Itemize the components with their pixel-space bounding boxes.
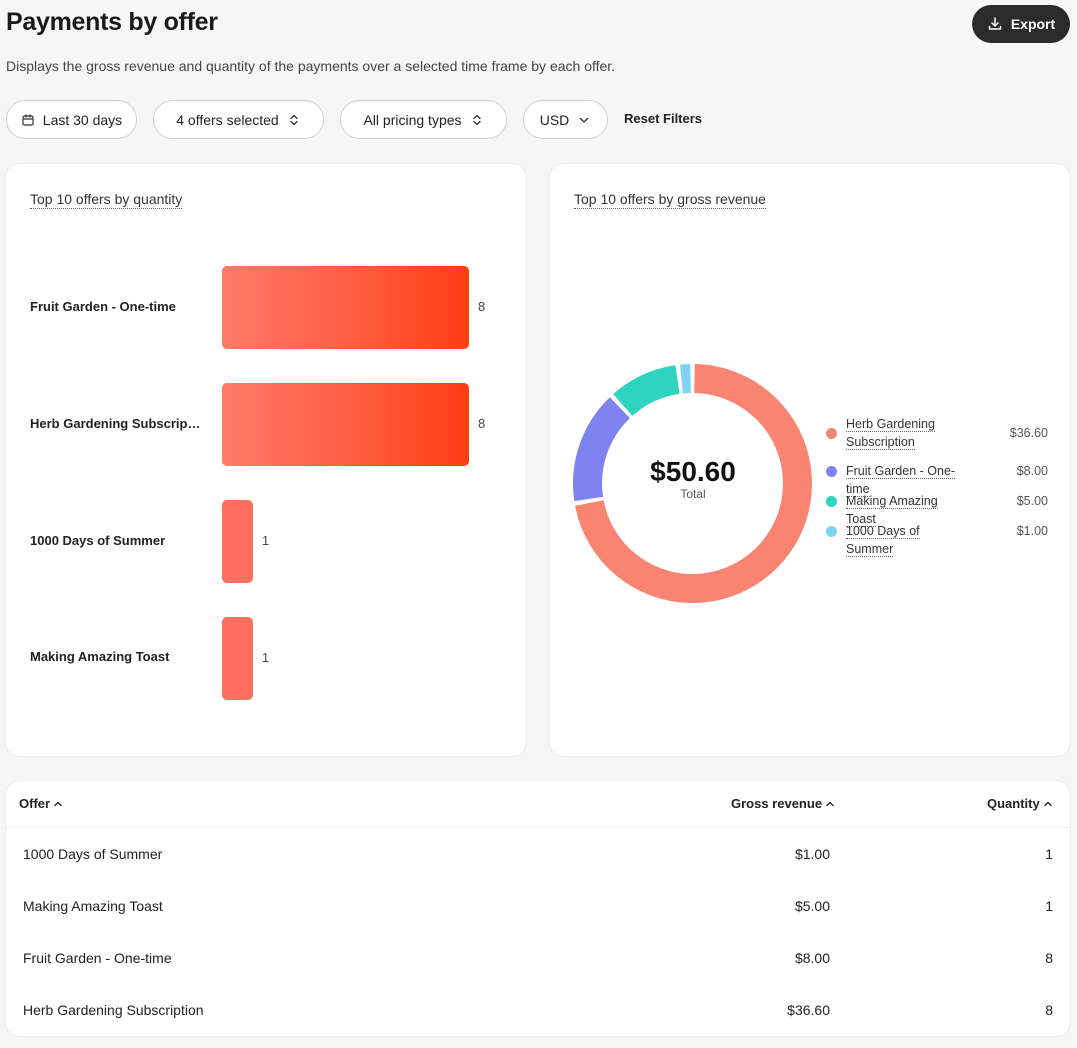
bar-label: Making Amazing Toast (30, 649, 170, 664)
revenue-cell: $1.00 (794, 846, 830, 862)
bar-value: 8 (478, 298, 486, 314)
header-divider (6, 827, 1070, 828)
pricing-type-label: All pricing types (363, 111, 462, 128)
revenue-chart-card: Top 10 offers by gross revenue (550, 164, 1070, 756)
currency-label: USD (539, 111, 570, 128)
offers-filter[interactable]: 4 offers selected (153, 100, 324, 139)
offer-cell: Making Amazing Toast (23, 898, 163, 914)
sort-up-icon (1044, 801, 1052, 806)
legend-dot (826, 496, 837, 507)
bar-label: Fruit Garden - One-time (30, 299, 176, 314)
quantity-cell: 8 (1045, 1002, 1053, 1018)
revenue-donut-chart (573, 364, 812, 603)
offer-cell: Herb Gardening Subscription (23, 1002, 204, 1018)
export-label: Export (1010, 16, 1056, 32)
date-range-label: Last 30 days (42, 111, 123, 128)
quantity-cell: 1 (1045, 846, 1053, 862)
bar[interactable] (222, 617, 253, 700)
chevron-up-down-icon (290, 114, 298, 125)
legend-item[interactable]: Fruit Garden - One-time $8.00 (826, 462, 1048, 498)
bar[interactable] (222, 266, 469, 349)
donut-segment[interactable] (679, 364, 691, 394)
offer-column-header[interactable]: Offer (19, 796, 63, 811)
revenue-cell: $5.00 (794, 898, 830, 914)
bar-label: 1000 Days of Summer (30, 533, 166, 548)
legend-value: $36.60 (1009, 426, 1048, 440)
legend-value: $5.00 (1016, 494, 1048, 508)
bar-value: 1 (261, 649, 270, 665)
legend-dot (826, 466, 837, 477)
offers-table: Offer Gross revenue Quantity 1000 Days o… (6, 781, 1070, 1036)
legend-value: $1.00 (1016, 524, 1048, 538)
bar-value: 1 (261, 532, 270, 548)
legend-label: Fruit Garden - One-time (846, 464, 956, 497)
download-icon (988, 17, 1002, 30)
offer-cell: 1000 Days of Summer (23, 846, 163, 862)
sort-up-icon (54, 801, 62, 806)
reset-filters-button[interactable]: Reset Filters (624, 111, 703, 126)
currency-filter[interactable]: USD (523, 100, 608, 139)
pricing-type-filter[interactable]: All pricing types (340, 100, 507, 139)
chevron-up-down-icon (472, 114, 481, 125)
revenue-cell: $8.00 (794, 950, 830, 966)
revenue-cell: $36.60 (787, 1002, 830, 1018)
sort-up-icon (826, 801, 834, 806)
quantity-chart-title[interactable]: Top 10 offers by quantity (30, 191, 183, 209)
legend-item[interactable]: Herb Gardening Subscription $36.60 (826, 415, 1048, 451)
donut-total-value: $50.60 (650, 456, 736, 487)
quantity-chart-card: Top 10 offers by quantity Fruit Garden -… (6, 164, 526, 756)
legend-item[interactable]: 1000 Days of Summer $1.00 (826, 522, 1048, 558)
export-button[interactable]: Export (972, 5, 1070, 43)
legend-label: Making Amazing Toast (846, 494, 938, 527)
chevron-down-icon (580, 117, 589, 123)
bar-label: Herb Gardening Subscription (30, 416, 202, 431)
bar-value: 8 (478, 415, 486, 431)
legend-label: 1000 Days of Summer (846, 524, 920, 557)
legend-dot (826, 526, 837, 537)
legend-label: Herb Gardening Subscription (846, 417, 935, 450)
bar[interactable] (222, 383, 469, 466)
legend-item[interactable]: Making Amazing Toast $5.00 (826, 492, 1048, 528)
donut-total-label: Total (680, 487, 706, 501)
legend-dot (826, 428, 837, 439)
offer-cell: Fruit Garden - One-time (23, 950, 172, 966)
date-range-filter[interactable]: Last 30 days (6, 100, 137, 139)
donut-segment[interactable] (573, 397, 631, 502)
offers-filter-label: 4 offers selected (176, 111, 279, 128)
quantity-cell: 1 (1045, 898, 1053, 914)
donut-segment[interactable] (613, 365, 681, 417)
page-title: Payments by offer (6, 8, 218, 36)
legend-value: $8.00 (1016, 464, 1048, 478)
gross-revenue-column-header[interactable]: Gross revenue (731, 796, 835, 811)
calendar-icon (22, 114, 34, 126)
bar[interactable] (222, 500, 253, 583)
quantity-column-header[interactable]: Quantity (987, 796, 1053, 811)
quantity-cell: 8 (1045, 950, 1053, 966)
page-subtitle: Displays the gross revenue and quantity … (6, 58, 616, 74)
revenue-chart-title[interactable]: Top 10 offers by gross revenue (574, 191, 766, 209)
donut-segment[interactable] (575, 364, 812, 603)
